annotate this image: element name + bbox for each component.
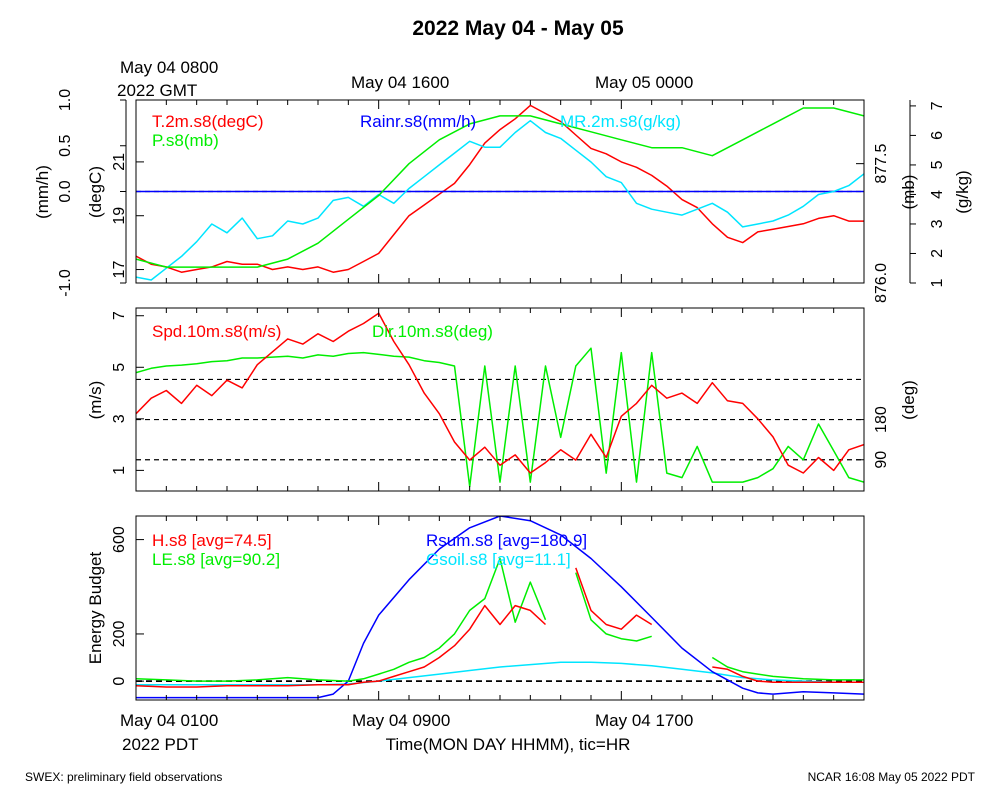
energy-tick-label: 0: [111, 677, 128, 686]
series-line-pres: [136, 107, 864, 268]
pres-tick-label: 876.0: [873, 263, 890, 303]
series-energy-line-1-seg-2: [711, 656, 864, 681]
direction-axis-label: (deg): [899, 380, 918, 420]
bottom-time-label-1-line1: May 04 0100: [120, 711, 218, 730]
rain-tick-label: 0.5: [57, 135, 74, 157]
rain-tick-label: -1.0: [57, 269, 74, 297]
energy-tick-label: 200: [111, 621, 128, 648]
legend-mr: MR.2m.s8(g/kg): [560, 112, 681, 131]
top-time-label-3: May 05 0000: [595, 73, 693, 92]
series-energy-line-0-seg-1: [575, 567, 653, 630]
top-time-label-1-line2: 2022 GMT: [117, 81, 197, 100]
temp-tick-label: 21: [111, 153, 128, 171]
mr-tick-label: 4: [929, 190, 946, 199]
rain-tick-label: 0.0: [57, 180, 74, 202]
speed-tick-label: 5: [111, 363, 128, 372]
series-wind-direction-line: [136, 347, 864, 488]
temp-tick-label: 19: [111, 207, 128, 225]
series-line-temp: [136, 104, 864, 273]
mr-axis-label: (g/kg): [953, 170, 972, 213]
direction-tick-label: 90: [873, 451, 890, 469]
speed-tick-label: 3: [111, 414, 128, 423]
direction-tick-label: 180: [873, 406, 890, 433]
legend-energy-1: LE.s8 [avg=90.2]: [152, 550, 280, 569]
series-energy-line-0-seg-2: [712, 666, 864, 684]
temp-tick-label: 17: [111, 261, 128, 279]
footer-right: NCAR 16:08 May 05 2022 PDT: [808, 770, 976, 784]
speed-axis-label: (m/s): [86, 381, 105, 420]
legend-rain: Rainr.s8(mm/h): [360, 112, 476, 131]
legend-energy-3: Gsoil.s8 [avg=11.1]: [426, 550, 571, 569]
series-energy-line-1-seg-0: [136, 557, 547, 682]
bottom-time-label-2: May 04 0900: [352, 711, 450, 730]
rain-axis-label: (mm/h): [33, 165, 52, 219]
c2-series-group: [136, 312, 864, 488]
series-energy-line-1-seg-1: [575, 572, 652, 642]
mr-tick-label: 5: [929, 160, 946, 169]
mr-tick-label: 7: [929, 101, 946, 110]
pres-tick-label: 877.5: [873, 144, 890, 184]
mr-tick-label: 3: [929, 219, 946, 228]
pres-axis-label: (mb): [899, 175, 918, 210]
legend-energy-2: Rsum.s8 [avg=180.9]: [426, 531, 587, 550]
series-energy-line-2-seg-0: [136, 516, 864, 699]
energy-tick-label: 600: [111, 526, 128, 553]
mr-tick-label: 2: [929, 249, 946, 258]
panel-wind: 1 3 5 7 (m/s) 90 180 (deg) Spd.10m.s8(m/s) Dir.10…: [86, 307, 918, 492]
top-time-label-1-line1: May 04 0800: [120, 58, 218, 77]
c3-series-group: [136, 516, 864, 699]
speed-tick-label: 1: [111, 466, 128, 475]
x-axis-label: Time(MON DAY HHMM), tic=HR: [386, 735, 631, 754]
bottom-time-label-3: May 04 1700: [595, 711, 693, 730]
energy-axis-label: Energy Budget: [86, 551, 105, 664]
legend-wind-direction: Dir.10m.s8(deg): [372, 322, 493, 341]
legend-energy-0: H.s8 [avg=74.5]: [152, 531, 272, 550]
series-wind-speed-line: [136, 312, 864, 474]
top-time-label-2: May 04 1600: [351, 73, 449, 92]
series-line-mr: [136, 119, 864, 281]
bottom-time-label-1-line2: 2022 PDT: [122, 735, 199, 754]
speed-tick-label: 7: [111, 311, 128, 320]
c1-series-group: [136, 104, 864, 281]
rain-tick-label: 1.0: [57, 89, 74, 111]
legend-wind-speed: Spd.10m.s8(m/s): [152, 322, 281, 341]
plot-title: 2022 May 04 - May 05: [412, 17, 624, 40]
footer-left: SWEX: preliminary field observations: [25, 770, 222, 784]
legend-temp: T.2m.s8(degC): [152, 112, 263, 131]
legend-pres: P.s8(mb): [152, 131, 219, 150]
panel-energy-budget: 0 200 600 Energy Budget H.s8 [avg=74.5]LE.s8…: [86, 515, 865, 701]
series-energy-line-0-seg-0: [136, 604, 547, 688]
temp-axis-label: (degC): [86, 166, 105, 218]
mr-tick-label: 6: [929, 131, 946, 140]
mr-tick-label: 1: [929, 278, 946, 287]
